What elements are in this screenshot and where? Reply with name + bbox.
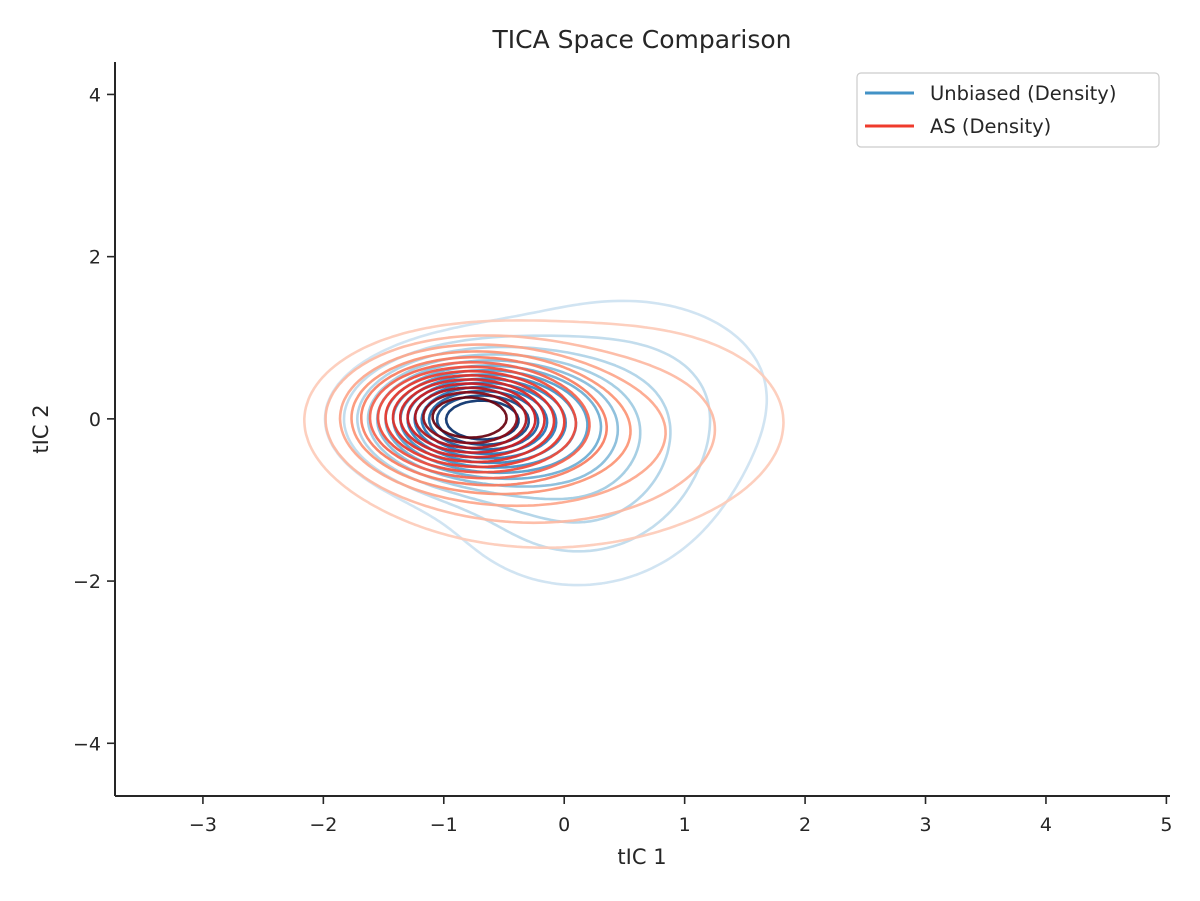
x-tick-label: 3 [919, 814, 931, 836]
x-tick-label: −1 [430, 814, 458, 836]
contour-line [360, 355, 608, 487]
legend-label-unbiased: Unbiased (Density) [930, 82, 1116, 105]
x-tick-label: −3 [189, 814, 217, 836]
y-ticks: −4 −2 0 2 4 [73, 84, 115, 755]
contour-line [406, 382, 537, 454]
legend-label-as: AS (Density) [930, 115, 1051, 138]
x-tick-label: 2 [799, 814, 811, 836]
contour-line [384, 369, 566, 469]
chart-title: TICA Space Comparison [492, 25, 792, 54]
y-tick-label: −4 [73, 733, 101, 755]
legend-box [856, 72, 1160, 148]
contour-line [414, 386, 528, 450]
contour-line [338, 343, 667, 508]
legend: Unbiased (Density) AS (Density) [856, 72, 1160, 148]
y-tick-label: 4 [89, 84, 101, 106]
contour-line [391, 374, 556, 464]
axes: −3 −2 −1 0 1 2 3 4 5 −4 −2 0 2 4 [73, 62, 1172, 836]
x-tick-label: 4 [1040, 814, 1052, 836]
contour-line [376, 365, 578, 474]
contour-group-as [303, 319, 785, 549]
y-tick-label: −2 [73, 571, 101, 593]
x-tick-label: −2 [309, 814, 337, 836]
x-axis-title: tIC 1 [617, 845, 666, 869]
x-tick-label: 5 [1160, 814, 1172, 836]
contour-line [422, 391, 519, 445]
contour-line [350, 350, 632, 496]
x-tick-label: 1 [679, 814, 691, 836]
contour-line [431, 396, 508, 439]
contour-line [324, 334, 717, 525]
plot-area [303, 299, 785, 587]
contour-series-layer [303, 299, 785, 587]
y-axis-title: tIC 2 [29, 404, 53, 453]
contour-line [303, 319, 785, 549]
x-tick-label: 0 [558, 814, 570, 836]
y-tick-label: 0 [89, 409, 101, 431]
y-tick-label: 2 [89, 247, 101, 269]
contour-line [399, 378, 546, 459]
contour-line [368, 360, 591, 480]
x-ticks: −3 −2 −1 0 1 2 3 4 5 [189, 796, 1172, 836]
